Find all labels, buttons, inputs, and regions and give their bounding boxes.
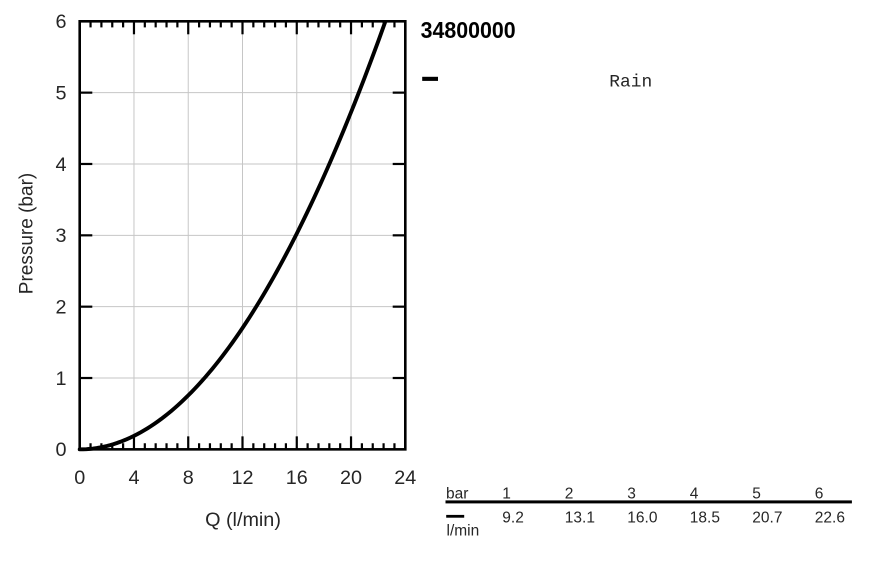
svg-text:Rain: Rain xyxy=(609,73,652,93)
svg-text:4: 4 xyxy=(690,486,699,503)
svg-text:13.1: 13.1 xyxy=(565,509,595,526)
svg-text:0: 0 xyxy=(74,467,85,489)
svg-text:16.0: 16.0 xyxy=(627,509,658,526)
svg-text:l/min: l/min xyxy=(447,523,480,540)
svg-text:6: 6 xyxy=(55,11,66,33)
svg-text:24: 24 xyxy=(394,467,416,489)
svg-text:4: 4 xyxy=(128,467,139,489)
svg-text:Q (l/min): Q (l/min) xyxy=(205,509,281,531)
svg-text:3: 3 xyxy=(55,225,66,247)
svg-text:8: 8 xyxy=(183,467,194,489)
svg-text:34800000: 34800000 xyxy=(421,17,516,43)
svg-text:bar: bar xyxy=(446,486,468,503)
svg-text:3: 3 xyxy=(627,486,636,503)
svg-text:6: 6 xyxy=(815,486,824,503)
svg-text:9.2: 9.2 xyxy=(502,509,524,526)
svg-text:18.5: 18.5 xyxy=(690,509,720,526)
svg-text:1: 1 xyxy=(502,486,511,503)
svg-text:5: 5 xyxy=(55,82,66,104)
svg-text:16: 16 xyxy=(286,467,308,489)
svg-text:2: 2 xyxy=(55,296,66,318)
svg-text:0: 0 xyxy=(55,439,66,461)
svg-text:22.6: 22.6 xyxy=(815,509,845,526)
svg-text:5: 5 xyxy=(752,486,761,503)
svg-text:12: 12 xyxy=(231,467,253,489)
svg-text:1: 1 xyxy=(55,368,66,390)
svg-text:20.7: 20.7 xyxy=(752,509,782,526)
svg-text:20: 20 xyxy=(340,467,362,489)
svg-text:4: 4 xyxy=(55,154,66,176)
svg-text:Pressure (bar): Pressure (bar) xyxy=(17,173,38,294)
svg-text:2: 2 xyxy=(565,486,574,503)
